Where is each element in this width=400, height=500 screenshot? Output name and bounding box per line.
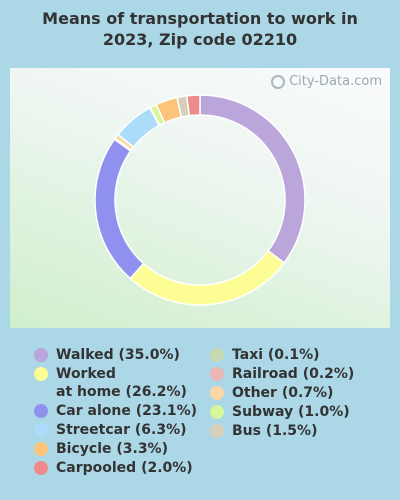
legend-swatch (34, 461, 48, 475)
slice-worked-at-home (129, 249, 286, 306)
legend-item-bus: Bus (1.5%) (210, 422, 317, 440)
legend-item-car-alone: Car alone (23.1%) (34, 402, 197, 420)
legend-swatch (210, 367, 224, 381)
legend-label: Bicycle (3.3%) (56, 441, 168, 457)
legend-item-subway: Subway (1.0%) (210, 403, 350, 421)
legend-label: Car alone (23.1%) (56, 403, 198, 419)
legend-swatch (210, 405, 224, 419)
legend-swatch (34, 348, 48, 362)
legend-label: Worked at home (26.2%) (56, 366, 187, 400)
legend-item-worked-at-home: Worked at home (26.2%) (34, 365, 187, 401)
legend-label: Walked (35.0%) (56, 347, 180, 363)
legend-item-bicycle: Bicycle (3.3%) (34, 440, 168, 458)
legend-swatch (210, 386, 224, 400)
chart-title: Means of transportation to work in 2023, … (42, 9, 358, 49)
legend-label: Taxi (0.1%) (232, 347, 320, 363)
legend-item-other: Other (0.7%) (210, 384, 333, 402)
plot-area: City-Data.com (10, 68, 390, 328)
legend-item-railroad: Railroad (0.2%) (210, 365, 354, 383)
legend-swatch (34, 423, 48, 437)
slice-carpooled (185, 94, 201, 117)
legend: Walked (35.0%) Worked at home (26.2%) Car a… (34, 346, 374, 496)
slice-car-alone (94, 138, 145, 280)
legend-label: Carpooled (2.0%) (56, 460, 193, 476)
legend-item-taxi: Taxi (0.1%) (210, 346, 320, 364)
legend-swatch (34, 442, 48, 456)
legend-swatch (210, 424, 224, 438)
legend-label: Railroad (0.2%) (232, 366, 355, 382)
watermark-text: City-Data.com (289, 74, 382, 89)
donut-chart (94, 94, 306, 306)
legend-item-carpooled: Carpooled (2.0%) (34, 459, 193, 477)
legend-item-streetcar: Streetcar (6.3%) (34, 421, 187, 439)
legend-label: Other (0.7%) (232, 385, 334, 401)
watermark: City-Data.com (271, 74, 382, 89)
legend-swatch (34, 404, 48, 418)
legend-swatch (210, 348, 224, 362)
legend-label: Streetcar (6.3%) (56, 422, 187, 438)
legend-label: Subway (1.0%) (232, 404, 350, 420)
city-data-logo-icon (271, 74, 286, 89)
legend-item-walked: Walked (35.0%) (34, 346, 180, 364)
legend-swatch (34, 367, 48, 381)
slice-walked (199, 94, 306, 264)
legend-label: Bus (1.5%) (232, 423, 318, 439)
